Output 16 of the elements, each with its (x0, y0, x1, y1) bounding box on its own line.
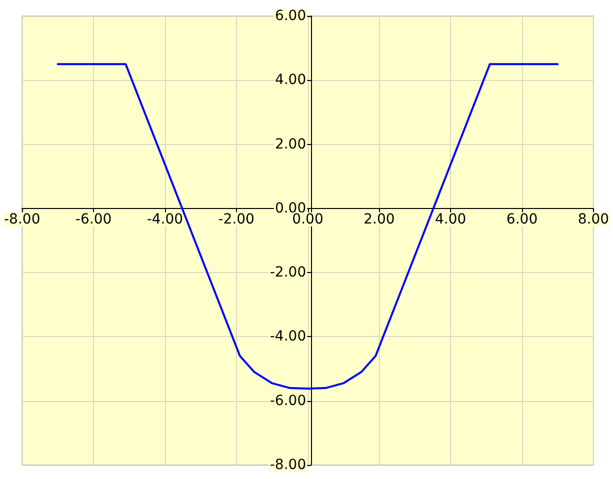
line-series (56, 63, 559, 390)
y-tick-label: 4.00 (274, 72, 306, 88)
x-tick-label: -6.00 (75, 211, 112, 228)
y-tick-label: -2.00 (270, 264, 306, 281)
y-tick-label: -4.00 (270, 328, 306, 345)
y-tick-label: -6.00 (270, 392, 306, 409)
y-tick-label: 6.00 (274, 8, 306, 24)
x-tick-label: 4.00 (435, 211, 466, 228)
x-tick-label: 8.00 (578, 211, 609, 228)
x-tick-label: 2.00 (364, 211, 395, 228)
x-tick-label: -2.00 (218, 211, 254, 228)
x-tick-label: -4.00 (146, 211, 184, 228)
x-tick-label: 6.00 (506, 211, 538, 228)
y-tick-label: 2.00 (274, 136, 306, 152)
x-tick-label: -8.00 (4, 211, 40, 228)
y-tick-label: -8.00 (270, 457, 306, 473)
